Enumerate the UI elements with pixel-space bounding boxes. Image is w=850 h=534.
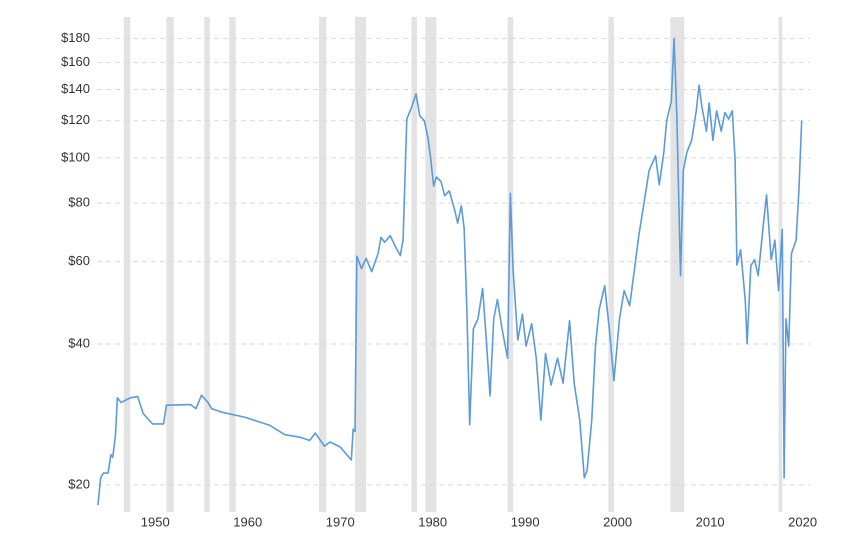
plot <box>97 37 803 506</box>
y-tick-label: $120 <box>61 112 90 127</box>
x-tick-label: 2020 <box>788 514 817 529</box>
y-tick-label: $100 <box>61 149 90 164</box>
x-tick-label: 2010 <box>696 514 725 529</box>
grid <box>97 37 810 486</box>
shaded-periods <box>123 17 783 512</box>
y-tick-label: $80 <box>68 195 90 210</box>
x-tick-label: 1970 <box>326 514 355 529</box>
y-tick-label: $180 <box>61 30 90 45</box>
shaded-period <box>507 17 514 512</box>
x-tick-label: 1990 <box>511 514 540 529</box>
y-tick-label: $140 <box>61 81 90 96</box>
shaded-period <box>123 17 131 512</box>
shaded-period <box>166 17 174 512</box>
y-tick-label: $160 <box>61 54 90 69</box>
y-tick-label: $60 <box>68 253 90 268</box>
shaded-period <box>670 17 685 512</box>
shaded-period <box>425 17 437 512</box>
y-tick-label: $40 <box>68 335 90 350</box>
shaded-period <box>411 17 417 512</box>
shaded-period <box>229 17 236 512</box>
shaded-period <box>608 17 614 512</box>
price-line <box>97 37 803 506</box>
x-tick-label: 1950 <box>141 514 170 529</box>
x-tick-label: 2000 <box>603 514 632 529</box>
x-tick-label: 1980 <box>418 514 447 529</box>
y-tick-label: $20 <box>68 476 90 491</box>
shaded-period <box>204 17 210 512</box>
x-tick-label: 1960 <box>233 514 262 529</box>
shaded-period <box>318 17 327 512</box>
axis-labels: $20 $40 $60 $80 $100 $120 $140 $160 $180 1950 1960… <box>61 30 817 530</box>
